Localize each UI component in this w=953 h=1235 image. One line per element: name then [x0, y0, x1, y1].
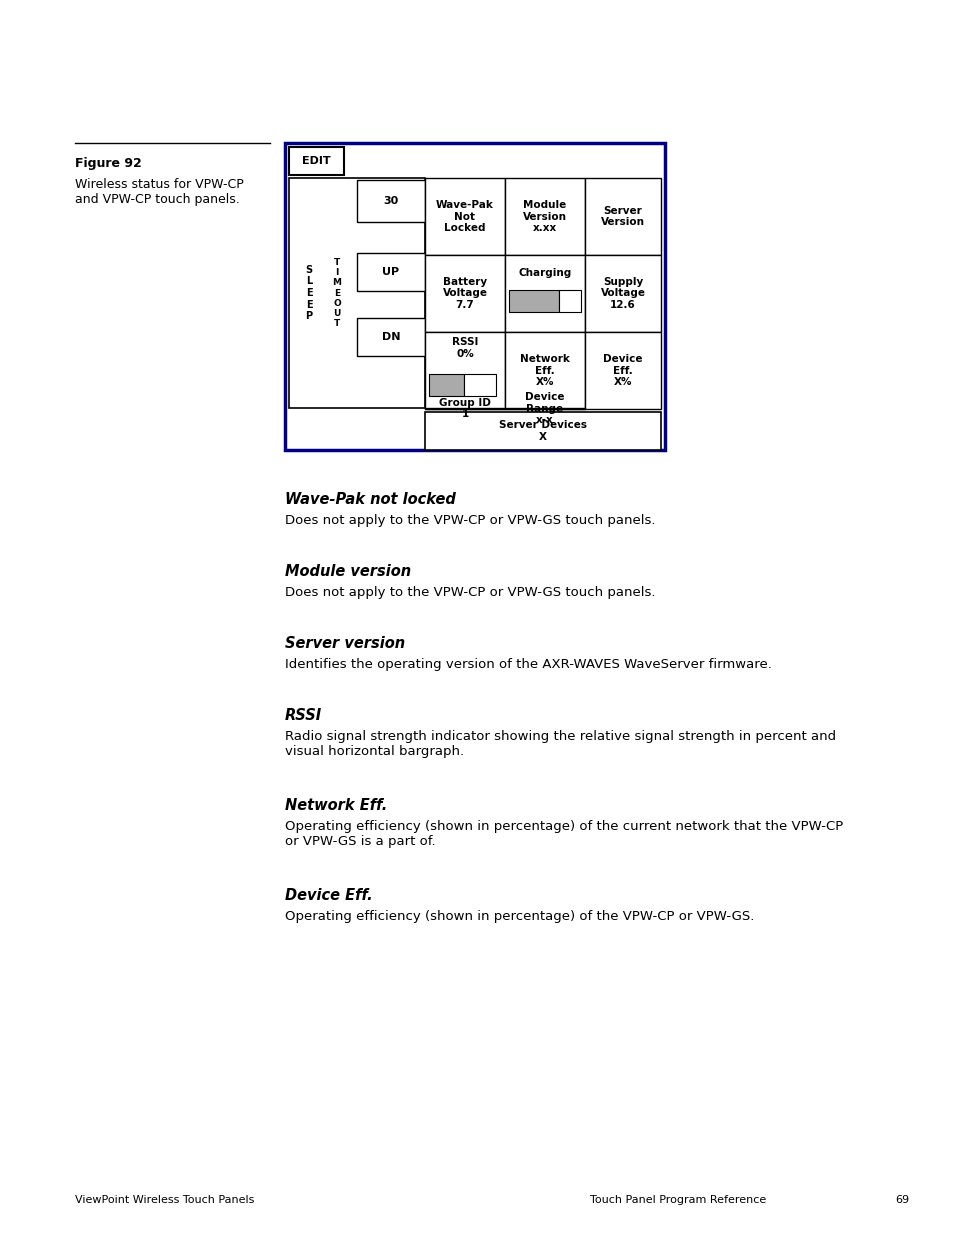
- Bar: [424, 412, 660, 450]
- Bar: [584, 254, 660, 332]
- Text: 69: 69: [894, 1195, 908, 1205]
- Text: Figure 92: Figure 92: [75, 157, 142, 170]
- Text: S
L
E
E
P: S L E E P: [305, 264, 313, 321]
- Text: Device
Eff.
X%: Device Eff. X%: [602, 354, 642, 387]
- Text: RSSI
0%: RSSI 0%: [452, 337, 477, 359]
- Text: Device Eff.: Device Eff.: [285, 888, 373, 903]
- Bar: [504, 254, 584, 332]
- Text: Does not apply to the VPW-CP or VPW-GS touch panels.: Does not apply to the VPW-CP or VPW-GS t…: [285, 514, 655, 527]
- Text: Operating efficiency (shown in percentage) of the current network that the VPW-C: Operating efficiency (shown in percentag…: [285, 820, 842, 848]
- Text: Identifies the operating version of the AXR-WAVES WaveServer firmware.: Identifies the operating version of the …: [285, 658, 771, 671]
- Text: T
I
M
E
O
U
T: T I M E O U T: [333, 258, 341, 327]
- Bar: [289, 178, 424, 408]
- Text: Module
Version
x.xx: Module Version x.xx: [522, 200, 566, 233]
- Bar: [558, 290, 580, 312]
- Text: DN: DN: [381, 332, 400, 342]
- Text: Battery
Voltage
7.7: Battery Voltage 7.7: [442, 277, 487, 310]
- Bar: [584, 332, 660, 409]
- Text: Supply
Voltage
12.6: Supply Voltage 12.6: [599, 277, 645, 310]
- Text: EDIT: EDIT: [302, 156, 331, 165]
- Text: Network Eff.: Network Eff.: [285, 798, 387, 813]
- Text: ViewPoint Wireless Touch Panels: ViewPoint Wireless Touch Panels: [75, 1195, 254, 1205]
- Text: Does not apply to the VPW-CP or VPW-GS touch panels.: Does not apply to the VPW-CP or VPW-GS t…: [285, 585, 655, 599]
- Bar: [285, 143, 664, 450]
- Text: UP: UP: [382, 267, 399, 277]
- Bar: [356, 180, 424, 222]
- Bar: [584, 178, 660, 254]
- Text: Server
Version: Server Version: [600, 206, 644, 227]
- Text: Server version: Server version: [285, 636, 405, 651]
- Text: Group ID
1: Group ID 1: [438, 398, 491, 420]
- Text: Device
Range
x-x: Device Range x-x: [525, 391, 564, 425]
- Text: Module version: Module version: [285, 564, 411, 579]
- Text: Wave-Pak not locked: Wave-Pak not locked: [285, 492, 456, 508]
- Bar: [463, 374, 496, 396]
- Text: Operating efficiency (shown in percentage) of the VPW-CP or VPW-GS.: Operating efficiency (shown in percentag…: [285, 910, 754, 923]
- Text: Wireless status for VPW-CP
and VPW-CP touch panels.: Wireless status for VPW-CP and VPW-CP to…: [75, 178, 244, 206]
- Text: Network
Eff.
X%: Network Eff. X%: [519, 354, 569, 387]
- Bar: [504, 178, 584, 254]
- Text: Server Devices
X: Server Devices X: [498, 420, 586, 442]
- Text: Radio signal strength indicator showing the relative signal strength in percent : Radio signal strength indicator showing …: [285, 730, 835, 758]
- Bar: [289, 147, 344, 175]
- Text: 30: 30: [383, 196, 398, 206]
- Bar: [504, 332, 584, 409]
- Text: Charging: Charging: [517, 268, 571, 278]
- Bar: [356, 253, 424, 291]
- Text: RSSI: RSSI: [285, 708, 322, 722]
- Bar: [356, 317, 424, 356]
- Bar: [424, 178, 504, 254]
- Text: Touch Panel Program Reference: Touch Panel Program Reference: [589, 1195, 765, 1205]
- Bar: [429, 374, 463, 396]
- Text: Wave-Pak
Not
Locked: Wave-Pak Not Locked: [436, 200, 494, 233]
- Bar: [424, 254, 504, 332]
- Bar: [424, 332, 504, 409]
- Bar: [509, 290, 558, 312]
